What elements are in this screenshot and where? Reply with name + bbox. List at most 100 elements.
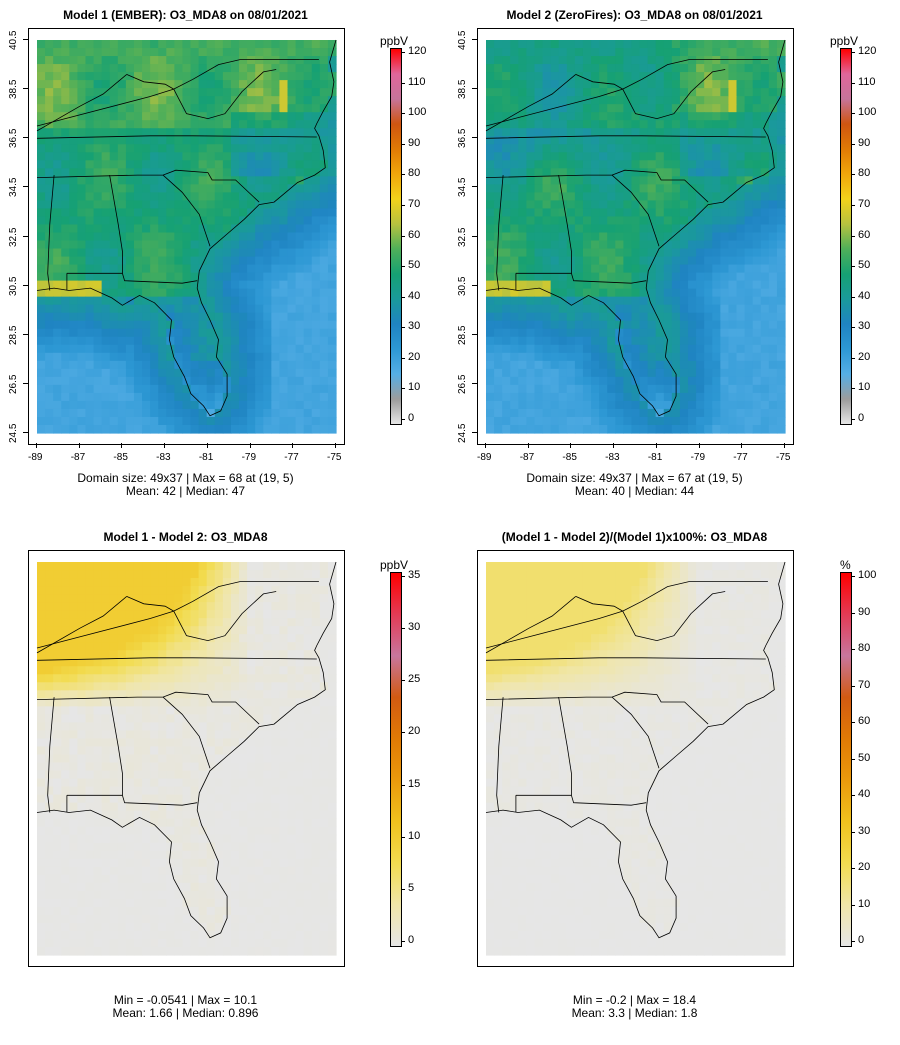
grid-cell <box>704 88 713 97</box>
grid-cell <box>279 754 289 764</box>
grid-cell <box>190 408 200 418</box>
grid-cell <box>214 336 224 346</box>
grid-cell <box>327 232 337 242</box>
grid-cell <box>279 352 289 362</box>
grid-cell <box>704 336 713 346</box>
grid-cell <box>166 144 175 153</box>
grid-cell <box>214 642 224 651</box>
grid-cell <box>712 304 721 314</box>
grid-cell <box>607 392 616 402</box>
grid-cell <box>319 360 329 370</box>
grid-cell <box>303 714 313 724</box>
grid-cell <box>319 144 329 153</box>
grid-cell <box>222 240 232 250</box>
grid-cell <box>688 216 697 226</box>
grid-cell <box>198 184 208 193</box>
grid-cell <box>728 248 738 258</box>
grid-cell <box>142 120 151 129</box>
grid-cell <box>255 610 264 619</box>
grid-cell <box>704 56 713 65</box>
grid-cell <box>744 232 754 242</box>
grid-cell <box>125 328 135 338</box>
grid-cell <box>663 64 673 73</box>
grid-cell <box>663 360 673 370</box>
grid-cell <box>174 594 184 603</box>
grid-cell <box>599 96 608 105</box>
grid-cell <box>760 296 770 306</box>
grid-cell <box>150 344 159 354</box>
grid-cell <box>319 416 329 426</box>
grid-cell <box>214 714 224 724</box>
grid-cell <box>53 778 62 788</box>
grid-cell <box>214 778 224 788</box>
grid-cell <box>303 224 313 234</box>
grid-cell <box>109 112 119 121</box>
grid-cell <box>198 762 208 772</box>
grid-cell <box>494 312 503 322</box>
grid-cell <box>558 88 568 97</box>
grid-cell <box>534 416 544 426</box>
grid-cell <box>647 416 657 426</box>
grid-cell <box>93 48 103 57</box>
grid-cell <box>679 208 689 218</box>
grid-cell <box>230 248 240 258</box>
grid-cell <box>623 104 633 113</box>
grid-cell <box>752 176 762 185</box>
grid-cell <box>133 96 143 105</box>
grid-cell <box>93 200 103 210</box>
grid-cell <box>53 674 62 683</box>
grid-cell <box>133 264 143 274</box>
grid-cell <box>679 160 689 169</box>
grid-cell <box>760 376 770 386</box>
grid-cell <box>688 264 697 274</box>
grid-cell <box>37 264 46 274</box>
grid-cell <box>230 738 240 748</box>
grid-cell <box>303 184 313 193</box>
grid-cell <box>744 288 754 298</box>
grid-cell <box>558 120 568 129</box>
grid-cell <box>247 104 256 113</box>
grid-cell <box>53 232 62 242</box>
grid-cell <box>623 344 633 354</box>
grid-cell <box>704 128 713 137</box>
grid-cell <box>166 168 175 177</box>
grid-cell <box>206 336 216 346</box>
grid-cell <box>510 392 519 402</box>
x-tick-mark <box>741 443 743 448</box>
grid-cell <box>142 240 151 250</box>
grid-cell <box>222 112 232 121</box>
grid-cell <box>319 682 329 691</box>
grid-cell <box>117 40 127 49</box>
grid-cell <box>696 128 705 137</box>
grid-cell <box>623 304 633 314</box>
grid-cell <box>230 778 240 788</box>
grid-cell <box>720 392 730 402</box>
grid-cell <box>206 112 216 121</box>
grid-cell <box>37 658 46 667</box>
y-tick-label: 26.5 <box>457 374 468 394</box>
grid-cell <box>150 288 159 298</box>
x-tick-label: -87 <box>519 452 535 463</box>
grid-cell <box>607 288 616 298</box>
grid-cell <box>198 120 208 129</box>
grid-cell <box>639 48 649 57</box>
grid-cell <box>736 128 746 137</box>
grid-cell <box>696 296 705 306</box>
grid-cell <box>776 128 786 137</box>
grid-cell <box>542 184 552 193</box>
x-tick-mark <box>613 443 615 448</box>
grid-cell <box>631 168 641 177</box>
grid-cell <box>198 384 208 394</box>
grid-cell <box>319 578 329 587</box>
grid-cell <box>623 232 633 242</box>
grid-cell <box>526 352 536 362</box>
grid-cell <box>230 722 240 732</box>
grid-cell <box>679 72 689 81</box>
grid-cell <box>526 88 536 97</box>
grid-cell <box>214 144 224 153</box>
grid-cell <box>279 296 289 306</box>
grid-cell <box>574 224 584 234</box>
grid-cell <box>486 112 495 121</box>
grid-cell <box>222 80 232 89</box>
grid-cell <box>615 80 624 89</box>
